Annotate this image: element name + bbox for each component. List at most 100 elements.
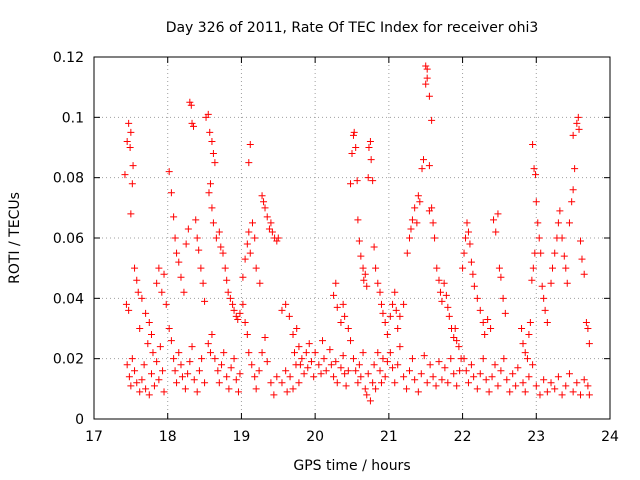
data-point <box>337 318 345 326</box>
data-point <box>131 367 139 375</box>
data-point <box>347 337 355 345</box>
data-point <box>209 219 217 227</box>
data-point <box>245 349 253 357</box>
data-point <box>575 125 583 133</box>
data-point <box>536 391 544 399</box>
data-point <box>165 168 173 176</box>
data-point <box>204 340 212 348</box>
data-point <box>273 237 281 245</box>
data-point <box>523 355 531 363</box>
data-point <box>186 358 194 366</box>
data-point <box>529 140 537 148</box>
data-point <box>531 249 539 257</box>
data-point <box>369 379 377 387</box>
data-point <box>540 376 548 384</box>
data-point <box>363 282 371 290</box>
data-point <box>396 343 404 351</box>
data-point <box>370 243 378 251</box>
data-point <box>322 367 330 375</box>
data-point <box>568 198 576 206</box>
data-point <box>420 352 428 360</box>
data-point <box>521 349 529 357</box>
data-point <box>211 355 219 363</box>
data-point <box>219 249 227 257</box>
data-point <box>540 294 548 302</box>
data-point <box>195 367 203 375</box>
data-point <box>131 264 139 272</box>
data-point <box>330 291 338 299</box>
data-point <box>341 370 349 378</box>
data-point <box>315 361 323 369</box>
x-tick-label: 19 <box>233 429 251 445</box>
data-point <box>551 385 559 393</box>
data-point <box>469 270 477 278</box>
data-point <box>499 294 507 302</box>
data-point <box>232 312 240 320</box>
data-point <box>134 288 142 296</box>
data-point <box>453 337 461 345</box>
data-point <box>466 240 474 248</box>
data-point <box>229 300 237 308</box>
data-point <box>554 373 562 381</box>
data-point <box>565 370 573 378</box>
data-point <box>193 234 201 242</box>
data-point <box>408 216 416 224</box>
data-point <box>450 370 458 378</box>
data-point <box>241 318 249 326</box>
data-point <box>512 382 520 390</box>
data-point <box>436 288 444 296</box>
data-point <box>417 370 425 378</box>
data-point <box>400 300 408 308</box>
chart-title: Day 326 of 2011, Rate Of TEC Index for r… <box>166 20 539 36</box>
data-point <box>347 180 355 188</box>
data-point <box>307 358 315 366</box>
data-point <box>177 361 185 369</box>
data-point <box>206 349 214 357</box>
data-point <box>125 306 133 314</box>
data-point <box>354 216 362 224</box>
data-point <box>359 264 367 272</box>
data-point <box>462 234 470 242</box>
data-point <box>455 343 463 351</box>
data-point <box>379 309 387 317</box>
data-point <box>476 306 484 314</box>
data-point <box>298 355 306 363</box>
data-point <box>187 101 195 109</box>
data-point <box>349 355 357 363</box>
data-point <box>580 270 588 278</box>
data-point <box>180 288 188 296</box>
data-point <box>337 364 345 372</box>
data-point <box>467 258 475 266</box>
data-point <box>188 343 196 351</box>
data-point <box>551 249 559 257</box>
data-point <box>327 361 335 369</box>
data-point <box>156 343 164 351</box>
data-point <box>342 382 350 390</box>
data-point <box>295 379 303 387</box>
data-point <box>273 373 281 381</box>
data-point <box>234 388 242 396</box>
data-point <box>453 382 461 390</box>
data-point <box>150 382 158 390</box>
data-point <box>359 349 367 357</box>
data-point <box>129 162 137 170</box>
data-point <box>366 137 374 145</box>
x-axis-label: GPS time / hours <box>293 458 410 474</box>
data-point <box>147 331 155 339</box>
data-point <box>431 234 439 242</box>
data-point <box>147 370 155 378</box>
data-point <box>532 382 540 390</box>
data-point <box>537 249 545 257</box>
data-point <box>425 162 433 170</box>
data-point <box>224 288 232 296</box>
data-point <box>341 312 349 320</box>
data-point <box>311 349 319 357</box>
data-point <box>184 225 192 233</box>
data-point <box>354 379 362 387</box>
data-point <box>230 355 238 363</box>
data-point <box>330 373 338 381</box>
data-point <box>518 325 526 332</box>
data-point <box>167 189 175 197</box>
data-point <box>248 219 256 227</box>
